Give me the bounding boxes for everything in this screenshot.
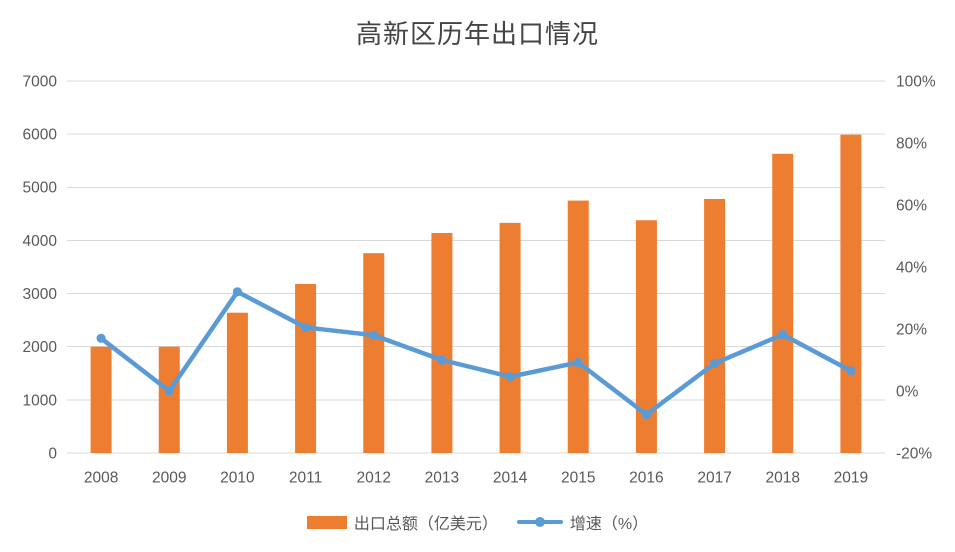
bar	[772, 153, 794, 453]
line-marker-icon	[96, 333, 106, 343]
left-axis-tick-label: 0	[48, 445, 57, 462]
bar	[295, 284, 317, 453]
bar	[840, 134, 862, 453]
x-axis-tick-label: 2019	[834, 469, 868, 486]
bar	[635, 220, 657, 453]
line-marker-icon	[641, 409, 652, 420]
x-axis-tick-label: 2016	[629, 469, 663, 486]
right-axis-tick-label: 40%	[896, 259, 927, 276]
x-axis-tick-label: 2014	[493, 469, 528, 486]
x-axis-tick-label: 2011	[289, 469, 322, 486]
bar	[226, 312, 248, 453]
right-axis-tick-label: 20%	[896, 321, 927, 338]
right-axis-tick-label: 60%	[896, 197, 927, 214]
x-axis-tick-label: 2012	[357, 469, 391, 486]
line-marker-icon	[505, 372, 515, 382]
legend-bar-label: 出口总额（亿美元）	[353, 516, 498, 533]
legend-line-label: 增速（%）	[569, 516, 649, 533]
x-axis-tick-label: 2017	[697, 469, 731, 486]
left-axis-tick-label: 2000	[23, 339, 58, 356]
right-axis-tick-label: -20%	[896, 445, 932, 462]
line-marker-icon	[232, 287, 243, 297]
left-axis-tick-label: 7000	[23, 73, 58, 90]
left-axis-tick-label: 1000	[23, 392, 58, 409]
bar	[567, 200, 589, 453]
right-axis-tick-label: 80%	[896, 135, 927, 152]
line-marker-icon	[437, 355, 447, 365]
left-axis-tick-label: 6000	[23, 127, 58, 144]
chart-legend: 出口总额（亿美元） 增速（%）	[0, 507, 955, 537]
left-axis-tick-label: 4000	[23, 233, 58, 250]
x-axis-tick-label: 2013	[425, 469, 459, 486]
growth-line	[98, 289, 854, 417]
line-marker-icon	[778, 329, 788, 340]
line-marker-icon	[709, 358, 720, 369]
x-axis-tick-label: 2008	[84, 469, 118, 486]
bar	[704, 198, 726, 453]
legend-line-marker-icon	[534, 517, 545, 527]
x-axis-tick-label: 2010	[220, 469, 255, 486]
bar	[431, 232, 453, 453]
x-axis-tick-label: 2018	[766, 469, 800, 486]
chart-title: 高新区历年出口情况	[355, 20, 599, 50]
bar	[363, 253, 385, 453]
left-axis-tick-label: 3000	[23, 286, 58, 303]
bar	[158, 346, 180, 453]
line-marker-icon	[573, 357, 583, 368]
line-marker-icon	[164, 386, 174, 396]
right-axis-tick-label: 100%	[896, 73, 936, 90]
line-marker-icon	[846, 366, 856, 376]
bar	[499, 222, 521, 453]
legend-bar-swatch-icon	[306, 515, 347, 529]
line-marker-icon	[300, 322, 311, 333]
legend-line-swatch-icon	[516, 516, 563, 528]
x-axis-tick-label: 2015	[561, 469, 595, 486]
x-axis-tick-label: 2009	[152, 469, 186, 486]
left-axis-tick-label: 5000	[23, 180, 58, 197]
bar	[90, 346, 112, 453]
right-axis-tick-label: 0%	[896, 383, 919, 400]
line-marker-icon	[369, 330, 379, 340]
